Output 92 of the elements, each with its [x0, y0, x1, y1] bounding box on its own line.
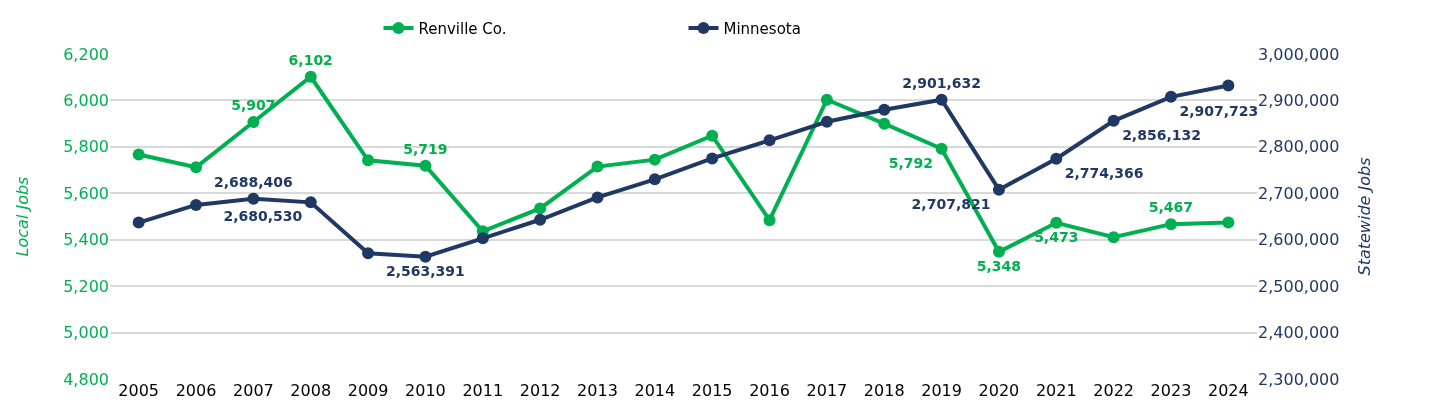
- point: [190, 161, 203, 174]
- data-label: 5,348: [976, 257, 1022, 274]
- data-label: 2,856,132: [1122, 126, 1201, 143]
- point: [362, 154, 375, 167]
- point: [706, 129, 719, 142]
- x-tick-label: 2019: [921, 381, 962, 400]
- x-tick-label: 2012: [519, 381, 561, 400]
- x-tick-label: 2007: [233, 381, 274, 400]
- point: [992, 245, 1005, 258]
- point: [935, 93, 948, 106]
- y2-tick-label: 3,000,000: [1258, 44, 1340, 64]
- legend-label: Minnesota: [723, 19, 801, 38]
- y-tick-label: 6,200: [63, 44, 109, 64]
- point: [1107, 231, 1120, 244]
- point: [648, 173, 661, 186]
- y-axis-title: Local Jobs: [13, 176, 33, 257]
- point: [247, 192, 260, 205]
- x-tick-label: 2011: [462, 381, 504, 400]
- data-label: 2,680,530: [223, 208, 303, 225]
- point: [820, 115, 833, 128]
- x-tick-label: 2023: [1150, 381, 1192, 400]
- x-tick-label: 2010: [405, 381, 446, 400]
- point: [763, 214, 776, 227]
- y-tick-label: 5,800: [63, 137, 109, 157]
- point: [1050, 216, 1063, 229]
- y2-tick-label: 2,400,000: [1258, 323, 1340, 343]
- x-tick-label: 2005: [118, 381, 160, 400]
- point: [591, 191, 604, 204]
- point: [935, 142, 948, 155]
- data-label: 6,102: [288, 51, 333, 68]
- y-tick-label: 5,600: [63, 183, 109, 203]
- data-label: 5,792: [888, 154, 934, 171]
- data-label: 2,563,391: [386, 262, 465, 279]
- point: [304, 196, 317, 209]
- point: [534, 213, 547, 226]
- data-label: 5,473: [1034, 228, 1079, 245]
- point: [419, 159, 432, 172]
- legend-label: Renville Co.: [418, 19, 507, 38]
- point: [1050, 152, 1063, 165]
- point: [591, 160, 604, 173]
- point: [419, 250, 432, 263]
- point: [362, 247, 375, 260]
- point: [476, 232, 489, 245]
- x-tick-label: 2014: [634, 381, 676, 400]
- x-tick-label: 2008: [290, 381, 332, 400]
- y2-tick-label: 2,900,000: [1258, 91, 1340, 111]
- y-tick-label: 6,000: [63, 91, 109, 111]
- point: [1222, 79, 1235, 92]
- y2-tick-label: 2,300,000: [1258, 369, 1340, 389]
- x-tick-label: 2018: [863, 381, 905, 400]
- point: [820, 93, 833, 106]
- data-label: 5,467: [1148, 199, 1194, 216]
- point: [992, 183, 1005, 196]
- y-tick-label: 4,800: [63, 369, 109, 389]
- data-label: 5,719: [403, 140, 448, 157]
- point: [878, 103, 891, 116]
- x-tick-label: 2013: [577, 381, 618, 400]
- y2-tick-label: 2,800,000: [1258, 137, 1340, 157]
- x-tick-label: 2009: [347, 381, 389, 400]
- data-label: 2,901,632: [902, 74, 981, 91]
- point: [1164, 218, 1177, 231]
- point: [132, 148, 145, 161]
- y2-tick-label: 2,500,000: [1258, 276, 1340, 296]
- point: [706, 152, 719, 165]
- y-tick-label: 5,400: [63, 230, 109, 250]
- x-tick-label: 2022: [1093, 381, 1134, 400]
- point: [132, 216, 145, 229]
- point: [1164, 90, 1177, 103]
- y-tick-label: 5,000: [63, 323, 109, 343]
- point: [534, 202, 547, 215]
- y2-tick-label: 2,600,000: [1258, 230, 1340, 250]
- y-tick-label: 5,200: [63, 276, 109, 296]
- point: [304, 70, 317, 83]
- point: [190, 198, 203, 211]
- data-label: 2,774,366: [1064, 164, 1144, 181]
- point: [1222, 216, 1235, 229]
- point: [878, 117, 891, 130]
- x-tick-label: 2021: [1035, 381, 1077, 400]
- x-tick-label: 2024: [1207, 381, 1249, 400]
- x-tick-label: 2006: [175, 381, 217, 400]
- x-tick-label: 2017: [806, 381, 848, 400]
- y2-axis-title: Statewide Jobs: [1355, 157, 1375, 276]
- point: [247, 116, 260, 129]
- x-tick-label: 2016: [749, 381, 790, 400]
- data-label: 2,907,723: [1179, 102, 1259, 119]
- point: [763, 134, 776, 147]
- data-label: 2,688,406: [213, 173, 293, 190]
- point: [1107, 114, 1120, 127]
- x-tick-label: 2015: [691, 381, 733, 400]
- x-tick-label: 2020: [978, 381, 1020, 400]
- y2-tick-label: 2,700,000: [1258, 183, 1340, 203]
- point: [648, 153, 661, 166]
